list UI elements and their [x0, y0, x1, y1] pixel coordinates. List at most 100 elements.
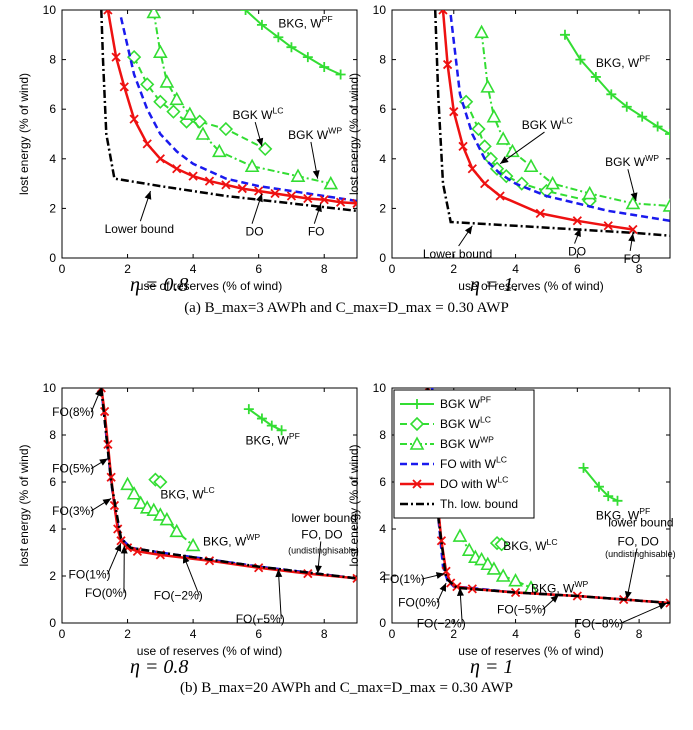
y-axis-label: lost energy (% of wind) [17, 444, 31, 566]
x-tick-label: 0 [389, 262, 396, 276]
data-point-lc [166, 104, 181, 119]
annotation-label: BKG, WWP [203, 532, 260, 548]
data-point-pf [273, 32, 284, 43]
annotation-arrow [90, 387, 102, 413]
data-point-pf [590, 71, 601, 82]
annotation-label: lower bound [291, 511, 356, 525]
y-tick-label: 4 [49, 522, 56, 536]
series-line-bound [433, 10, 670, 237]
annotation-label: Lower bound [423, 247, 492, 261]
annotation-arrow [275, 568, 283, 620]
x-tick-label: 8 [321, 262, 328, 276]
annotation-label: FO, DO [301, 527, 342, 541]
data-point-pf [266, 420, 277, 431]
y-axis-label: lost energy (% of wind) [347, 73, 361, 195]
data-point-do [142, 139, 152, 149]
data-point-wp [480, 556, 496, 571]
annotation-arrow [458, 225, 473, 247]
y-tick-label: 0 [49, 251, 56, 265]
data-point-do [442, 59, 453, 70]
data-point-pf [612, 495, 623, 506]
data-point-pf [665, 129, 670, 139]
data-point-lc [477, 139, 492, 154]
annotation-label: FO(1%) [69, 567, 111, 581]
data-point-wp [508, 573, 523, 587]
annotation-label: FO(8%) [52, 405, 94, 419]
data-point-do [352, 573, 357, 583]
data-point-do [665, 598, 670, 608]
data-point-lc [258, 141, 273, 157]
data-point-do [119, 82, 129, 92]
y-tick-label: 8 [379, 53, 386, 67]
data-point-lc [471, 121, 486, 137]
annotation-label: BKG, WPF [596, 506, 650, 522]
data-point-wp [182, 106, 198, 120]
annotation-arrow [90, 498, 112, 512]
data-point-do [188, 171, 198, 181]
y-tick-label: 2 [49, 201, 56, 215]
annotation-arrow [624, 548, 638, 600]
data-point-lc [218, 121, 234, 137]
data-point-do [237, 183, 247, 194]
plot-frame [391, 387, 671, 624]
data-point-do [172, 164, 182, 174]
annotation-arrow [619, 602, 668, 625]
series-line-bound [100, 10, 357, 213]
data-point-do [103, 439, 113, 450]
series-line-pf [582, 467, 618, 502]
annotation-label: DO [246, 225, 264, 239]
annotation-label: BKG, WLC [503, 537, 557, 553]
x-tick-label: 6 [574, 627, 581, 641]
data-point-do [129, 114, 139, 124]
data-point-wp [452, 528, 468, 542]
data-point-pf [637, 111, 648, 122]
annotation-label: FO(3%) [52, 504, 94, 518]
annotation-arrow [314, 541, 322, 574]
chart-panel-a-eta0.8: 0 2 4 6 8 0 2 4 6 8 10 use of reserves (% of wind) l… [17, 3, 358, 293]
annotation-label: BKG, WPF [596, 54, 650, 70]
data-point-pf [335, 69, 346, 80]
y-tick-label: 2 [379, 569, 386, 583]
data-point-pf [256, 413, 267, 424]
x-axis-label: use of reserves (% of wind) [458, 279, 603, 293]
annotation-label: FO(−5%) [236, 612, 285, 626]
annotation-arrow [436, 582, 447, 603]
annotation-label: FO(1%) [383, 572, 425, 586]
y-tick-label: 4 [49, 152, 56, 166]
annotation-arrow [628, 233, 636, 252]
data-point-wp [244, 158, 260, 173]
y-tick-label: 0 [49, 616, 56, 630]
series-line-pf [564, 34, 670, 135]
annotation-arrow [456, 587, 464, 624]
data-point-do [106, 472, 116, 482]
data-point-do [449, 107, 459, 117]
legend-label-bound: Th. low. bound [440, 497, 518, 511]
data-point-do [303, 193, 313, 204]
annotation-arrow [139, 190, 152, 222]
annotation-label: FO(0%) [85, 586, 127, 600]
data-point-pf [559, 29, 570, 40]
annotation-label: BGK WLC [522, 116, 573, 132]
y-axis-label: lost energy (% of wind) [17, 73, 31, 195]
legend-label-do: DO with WLC [440, 475, 508, 491]
annotation-arrow [254, 121, 264, 147]
legend-label-fo: FO with WLC [440, 455, 507, 471]
annotation-label: FO [308, 225, 325, 239]
annotation-arrow [182, 554, 200, 596]
data-point-lc [494, 537, 509, 552]
chart-panel-b-eta1: 0 2 4 6 8 0 2 4 6 8 10 use of reserves (% of wind) l… [347, 381, 676, 658]
annotation-label: BKG, WPF [278, 14, 332, 30]
x-tick-label: 8 [636, 262, 643, 276]
data-point-wp [133, 495, 149, 509]
data-point-do [436, 536, 447, 546]
data-point-wp [474, 551, 489, 566]
plot-frame [61, 387, 358, 624]
data-point-lc [459, 94, 474, 109]
annotation-label: (undistinghisable) [288, 546, 359, 556]
chart-panel-b-eta0.8: 0 2 4 6 8 0 2 4 6 8 10 use of reserves (% of wind) l… [17, 381, 359, 658]
series-line-wp [152, 12, 332, 185]
data-point-do [628, 224, 638, 235]
legend-label-pf: BGK WPF [440, 395, 491, 411]
y-tick-label: 8 [49, 53, 56, 67]
x-tick-label: 0 [59, 262, 66, 276]
